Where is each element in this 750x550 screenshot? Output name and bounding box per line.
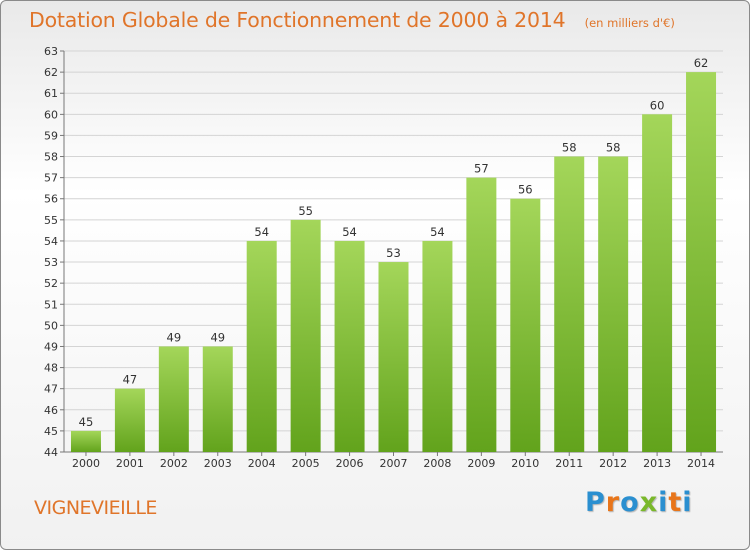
value-label-2011: 58 xyxy=(562,141,577,155)
bar-2001 xyxy=(114,388,145,452)
y-tick-label: 60 xyxy=(44,108,58,121)
title-row: Dotation Globale de Fonctionnement de 20… xyxy=(29,8,675,32)
value-label-2008: 54 xyxy=(430,225,445,239)
x-tick-label-2011: 2011 xyxy=(555,457,583,470)
y-tick-label: 58 xyxy=(44,151,58,164)
x-tick-label-2012: 2012 xyxy=(599,457,627,470)
logo-letter: r xyxy=(605,487,621,518)
y-tick-label: 47 xyxy=(44,383,58,396)
bar-2003 xyxy=(202,346,233,452)
x-tick-label-2007: 2007 xyxy=(380,457,408,470)
y-tick-label: 46 xyxy=(44,404,58,417)
value-label-2010: 56 xyxy=(518,183,533,197)
bar-2000 xyxy=(70,430,101,452)
y-tick-label: 57 xyxy=(44,172,58,185)
x-tick-label-2005: 2005 xyxy=(292,457,320,470)
value-label-2014: 62 xyxy=(694,56,709,70)
bar-2013 xyxy=(642,114,673,452)
y-tick-label: 54 xyxy=(44,235,58,248)
bar-2010 xyxy=(510,198,541,452)
y-tick-label: 62 xyxy=(44,66,58,79)
bar-2006 xyxy=(334,240,365,452)
x-tick-label-2010: 2010 xyxy=(511,457,539,470)
logo-letter: t xyxy=(668,487,683,518)
y-tick-label: 50 xyxy=(44,319,58,332)
value-label-2002: 49 xyxy=(167,330,182,344)
logo-letter: o xyxy=(620,487,640,518)
x-tick-label-2006: 2006 xyxy=(336,457,364,470)
x-tick-label-2014: 2014 xyxy=(687,457,715,470)
x-tick-label-2001: 2001 xyxy=(116,457,144,470)
chart-title: Dotation Globale de Fonctionnement de 20… xyxy=(29,8,566,32)
bar-2011 xyxy=(554,156,585,453)
x-tick-label-2004: 2004 xyxy=(248,457,276,470)
y-tick-label: 59 xyxy=(44,129,58,142)
x-tick-label-2002: 2002 xyxy=(160,457,188,470)
y-tick-label: 56 xyxy=(44,193,58,206)
y-tick-label: 53 xyxy=(44,256,58,269)
y-tick-label: 45 xyxy=(44,425,58,438)
y-tick-label: 49 xyxy=(44,340,58,353)
bar-2007 xyxy=(378,262,409,452)
bar-layer xyxy=(70,72,717,453)
value-label-2004: 54 xyxy=(254,225,269,239)
y-tick-label: 48 xyxy=(44,362,58,375)
y-tick-label: 44 xyxy=(44,446,58,459)
value-label-2013: 60 xyxy=(650,98,665,112)
label-layer: 45 47 49 49 54 55 54 53 54 57 56 58 58 60 62 xyxy=(79,56,709,429)
x-tick-label-2003: 2003 xyxy=(204,457,232,470)
y-tick-label: 63 xyxy=(44,45,58,58)
value-label-2006: 54 xyxy=(342,225,357,239)
bar-2004 xyxy=(246,240,277,452)
value-label-2009: 57 xyxy=(474,162,489,176)
bar-2012 xyxy=(598,156,629,453)
bar-2008 xyxy=(422,240,453,452)
y-tick-label: 52 xyxy=(44,277,58,290)
commune-name: VIGNEVIEILLE xyxy=(34,497,157,519)
logo-letter: x xyxy=(639,487,659,518)
value-label-2001: 47 xyxy=(123,373,138,387)
logo-letter: i xyxy=(658,487,669,518)
y-tick-label: 55 xyxy=(44,214,58,227)
proxiti-logo: Proxiti xyxy=(585,487,693,518)
x-tick-label-2008: 2008 xyxy=(423,457,451,470)
x-tick-label-2009: 2009 xyxy=(467,457,495,470)
logo-letter: i xyxy=(682,487,693,518)
x-tick-label-2000: 2000 xyxy=(72,457,100,470)
value-label-2000: 45 xyxy=(79,415,94,429)
y-tick-label: 51 xyxy=(44,298,58,311)
logo-letter: P xyxy=(585,487,606,518)
x-tick-label-2013: 2013 xyxy=(643,457,671,470)
bar-2014 xyxy=(686,72,717,453)
value-label-2007: 53 xyxy=(386,246,401,260)
chart-subtitle: (en milliers d'€) xyxy=(584,16,675,30)
bar-2002 xyxy=(158,346,189,452)
value-label-2012: 58 xyxy=(606,141,621,155)
y-tick-label: 61 xyxy=(44,87,58,100)
bar-2009 xyxy=(466,177,497,452)
bar-2005 xyxy=(290,219,321,452)
value-label-2003: 49 xyxy=(210,330,225,344)
value-label-2005: 55 xyxy=(298,204,313,218)
